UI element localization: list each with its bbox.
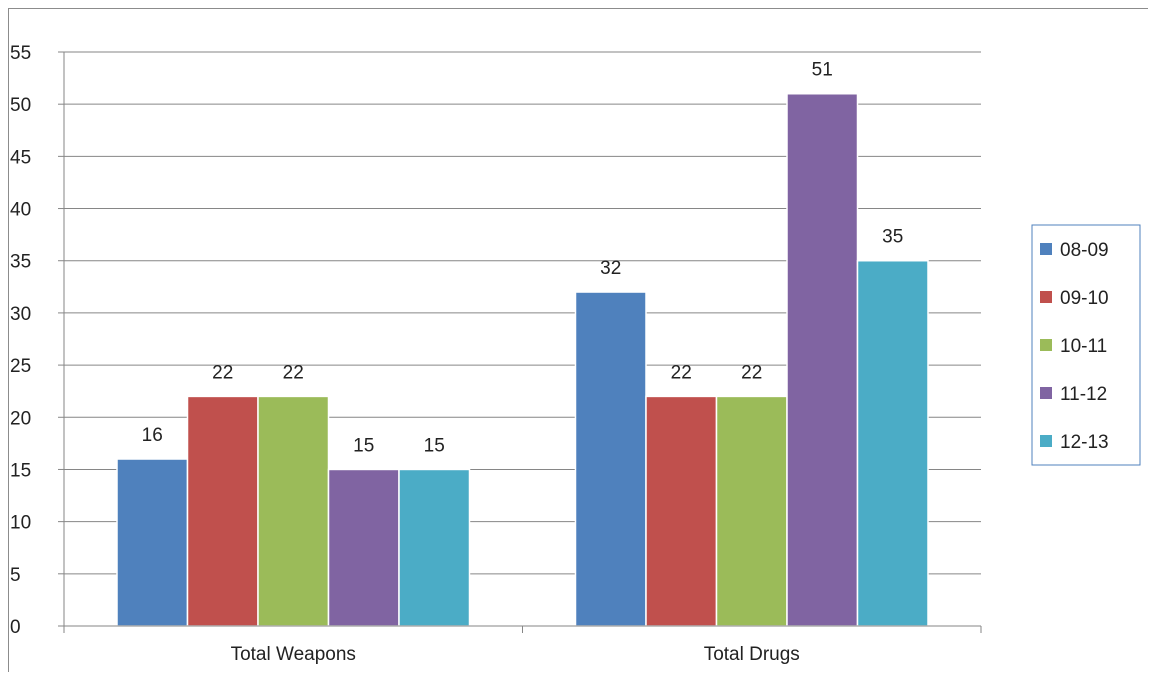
y-tick-label: 35 — [10, 252, 31, 273]
y-tick-label: 10 — [10, 513, 31, 534]
y-tick-label: 5 — [10, 565, 21, 586]
data-label: 51 — [812, 60, 833, 81]
data-label: 22 — [741, 362, 762, 383]
y-tick-label: 25 — [10, 356, 31, 377]
data-label: 22 — [671, 362, 692, 383]
category-label: Total Drugs — [704, 644, 800, 665]
y-tick-label: 55 — [10, 43, 31, 64]
data-label: 35 — [882, 227, 903, 248]
data-label: 32 — [600, 258, 621, 279]
legend-label: 08-09 — [1060, 240, 1109, 261]
y-tick-label: 45 — [10, 147, 31, 168]
legend-label: 10-11 — [1060, 336, 1107, 357]
bar-12-13-0 — [398, 468, 471, 627]
y-tick-label: 40 — [10, 200, 31, 221]
legend-label: 09-10 — [1060, 288, 1109, 309]
data-label: 22 — [212, 362, 233, 383]
bar-08-09-1 — [574, 291, 647, 627]
y-tick-label: 20 — [10, 408, 31, 429]
legend-swatch — [1040, 243, 1052, 255]
bar-10-11-1 — [715, 395, 788, 627]
y-tick-label: 0 — [10, 617, 21, 638]
bar-10-11-0 — [257, 395, 330, 627]
y-tick-label: 15 — [10, 460, 31, 481]
legend-label: 12-13 — [1060, 432, 1109, 453]
bar-11-12-0 — [327, 468, 400, 627]
bar-09-10-0 — [186, 395, 259, 627]
bar-12-13-1 — [856, 259, 929, 627]
bar-11-12-1 — [786, 92, 859, 627]
legend-swatch — [1040, 339, 1052, 351]
legend-swatch — [1040, 387, 1052, 399]
y-tick-label: 30 — [10, 304, 31, 325]
data-label: 22 — [283, 362, 304, 383]
bar-08-09-0 — [116, 458, 189, 627]
legend-label: 11-12 — [1060, 384, 1107, 405]
bar-09-10-1 — [645, 395, 718, 627]
y-tick-label: 50 — [10, 95, 31, 116]
legend: 08-09 09-10 10-11 11-12 12-13 — [1031, 224, 1141, 466]
legend-swatch — [1040, 291, 1052, 303]
data-label: 15 — [353, 435, 374, 456]
legend-swatch — [1040, 435, 1052, 447]
data-label: 15 — [424, 435, 445, 456]
data-label: 16 — [142, 425, 163, 446]
chart-frame — [8, 8, 1148, 672]
category-label: Total Weapons — [231, 644, 356, 665]
axes — [58, 51, 982, 633]
labels: 0 5 10 15 20 25 30 35 40 45 50 55 16 22 22 15 15 Total We… — [10, 43, 903, 665]
bars — [116, 92, 929, 627]
